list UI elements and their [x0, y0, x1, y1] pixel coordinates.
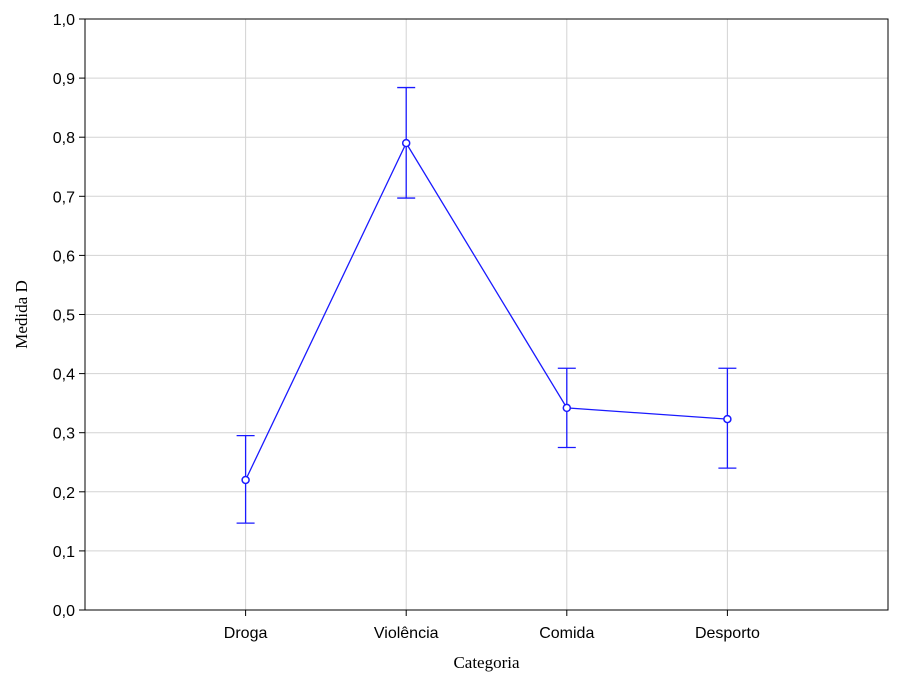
y-tick-label: 1,0: [53, 12, 75, 29]
x-tick-label: Droga: [224, 625, 268, 642]
y-tick-label: 0,4: [53, 367, 75, 384]
y-axis-title: Medida D: [12, 280, 31, 348]
data-point: [401, 138, 411, 148]
y-tick-label: 0,8: [53, 130, 75, 147]
y-tick-label: 0,1: [53, 544, 75, 561]
series-line: [245, 141, 728, 481]
x-tick-label: Desporto: [695, 625, 760, 642]
y-axis: 0,0 0,1 0,2 0,3 0,4 0,5 0,6 0,7 0,8 0,9 1,0: [53, 12, 85, 620]
x-tick-label: Comida: [539, 625, 594, 642]
data-point: [562, 403, 572, 413]
y-tick-label: 0,3: [53, 426, 75, 443]
y-tick-label: 0,0: [53, 603, 75, 620]
y-tick-label: 0,9: [53, 71, 75, 88]
x-axis: Droga Violência Comida Desporto: [224, 610, 760, 642]
y-tick-label: 0,6: [53, 248, 75, 265]
data-point: [723, 414, 732, 424]
data-point: [241, 475, 250, 485]
y-tick-label: 0,7: [53, 189, 75, 206]
y-tick-label: 0,5: [53, 308, 75, 325]
x-tick-label: Violência: [374, 625, 439, 642]
grid: [85, 19, 888, 610]
x-axis-title: Categoria: [453, 653, 520, 672]
series-layer: [236, 86, 737, 524]
y-tick-label: 0,2: [53, 485, 75, 502]
